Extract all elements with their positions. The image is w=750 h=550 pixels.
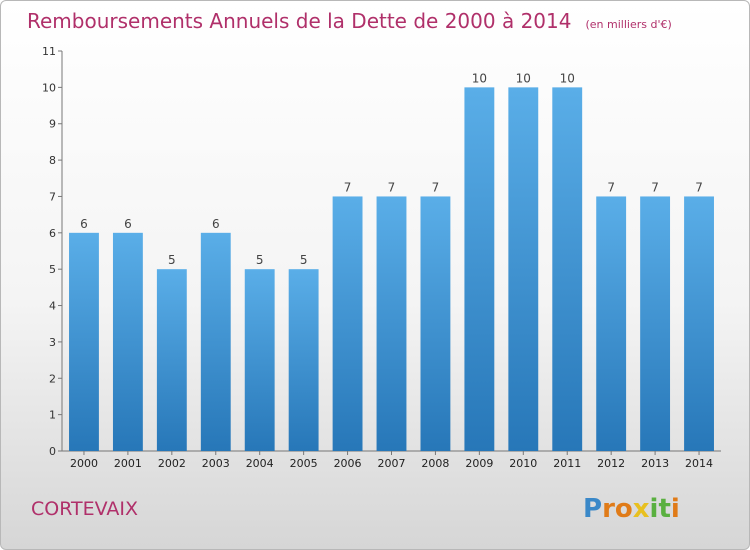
bar-2014 xyxy=(684,196,714,451)
proxiti-logo: Proxiti xyxy=(583,494,680,524)
bar-2001 xyxy=(112,232,143,451)
y-tick-label: 10 xyxy=(42,81,56,94)
bar-2006 xyxy=(332,196,363,451)
axes: 0 1 2 3 4 5 6 7 8 9 10 11 2000 2001 2002 2003 2004 2005 20… xyxy=(42,45,721,470)
y-tick-label: 3 xyxy=(49,336,56,349)
x-tick-label-2014: 2014 xyxy=(685,457,713,470)
x-tick-label-2000: 2000 xyxy=(70,457,98,470)
x-tick-label-2010: 2010 xyxy=(509,457,537,470)
data-label-2001: 6 xyxy=(124,217,132,231)
data-label-2005: 5 xyxy=(300,253,308,267)
bar-2013 xyxy=(640,196,671,451)
x-tick-label-2006: 2006 xyxy=(334,457,362,470)
data-label-2008: 7 xyxy=(432,180,440,194)
data-label-2006: 7 xyxy=(344,180,352,194)
logo-letter: t xyxy=(658,494,670,524)
x-tick-label-2004: 2004 xyxy=(246,457,274,470)
x-tick-label-2005: 2005 xyxy=(290,457,318,470)
data-label-2011: 10 xyxy=(560,71,575,85)
bar-2007 xyxy=(376,196,407,451)
y-tick-label: 0 xyxy=(49,445,56,458)
data-label-2000: 6 xyxy=(80,217,88,231)
y-tick-label: 1 xyxy=(49,409,56,422)
x-tick-label-2007: 2007 xyxy=(378,457,406,470)
bar-2011 xyxy=(552,87,583,451)
logo-letter: o xyxy=(615,494,633,524)
bar-2012 xyxy=(596,196,627,451)
bar-2010 xyxy=(508,87,539,451)
bar-2002 xyxy=(156,269,187,451)
logo-letter: r xyxy=(602,494,615,524)
chart-subtitle: (en milliers d'€) xyxy=(585,18,671,31)
chart-title: Remboursements Annuels de la Dette de 20… xyxy=(27,9,571,33)
y-tick-label: 11 xyxy=(42,45,56,58)
logo-letter: i xyxy=(671,494,680,524)
x-tick-label-2003: 2003 xyxy=(202,457,230,470)
bar-2003 xyxy=(200,232,231,451)
x-tick-label-2009: 2009 xyxy=(465,457,493,470)
bar-2008 xyxy=(420,196,451,451)
data-label-2014: 7 xyxy=(695,180,703,194)
bar-2000 xyxy=(69,232,99,451)
x-tick-label-2001: 2001 xyxy=(114,457,142,470)
bar-2005 xyxy=(288,269,319,451)
x-tick-label-2012: 2012 xyxy=(597,457,625,470)
data-label-2004: 5 xyxy=(256,253,264,267)
x-tick-label-2013: 2013 xyxy=(641,457,669,470)
data-label-2012: 7 xyxy=(607,180,615,194)
bar-2004 xyxy=(244,269,275,451)
chart-title-group: Remboursements Annuels de la Dette de 20… xyxy=(27,9,672,33)
data-label-2013: 7 xyxy=(651,180,659,194)
data-label-2002: 5 xyxy=(168,253,176,267)
y-tick-label: 7 xyxy=(49,190,56,203)
data-label-2007: 7 xyxy=(388,180,396,194)
y-tick-label: 2 xyxy=(49,372,56,385)
data-label-2003: 6 xyxy=(212,217,220,231)
data-label-2009: 10 xyxy=(472,71,487,85)
logo-letter: x xyxy=(633,494,650,524)
y-tick-label: 4 xyxy=(49,300,56,313)
bars: 6 6 5 6 5 5 7 7 7 10 10 10 7 7 7 xyxy=(69,71,714,451)
y-tick-label: 9 xyxy=(49,118,56,131)
logo-letter: P xyxy=(583,494,602,524)
y-tick-label: 5 xyxy=(49,263,56,276)
logo-letter: i xyxy=(650,494,659,524)
bar-2009 xyxy=(464,87,495,451)
y-tick-label: 8 xyxy=(49,154,56,167)
place-name: CORTEVAIX xyxy=(31,498,138,520)
x-tick-label-2002: 2002 xyxy=(158,457,186,470)
data-label-2010: 10 xyxy=(516,71,531,85)
x-tick-label-2011: 2011 xyxy=(553,457,581,470)
x-tick-label-2008: 2008 xyxy=(421,457,449,470)
y-tick-label: 6 xyxy=(49,227,56,240)
